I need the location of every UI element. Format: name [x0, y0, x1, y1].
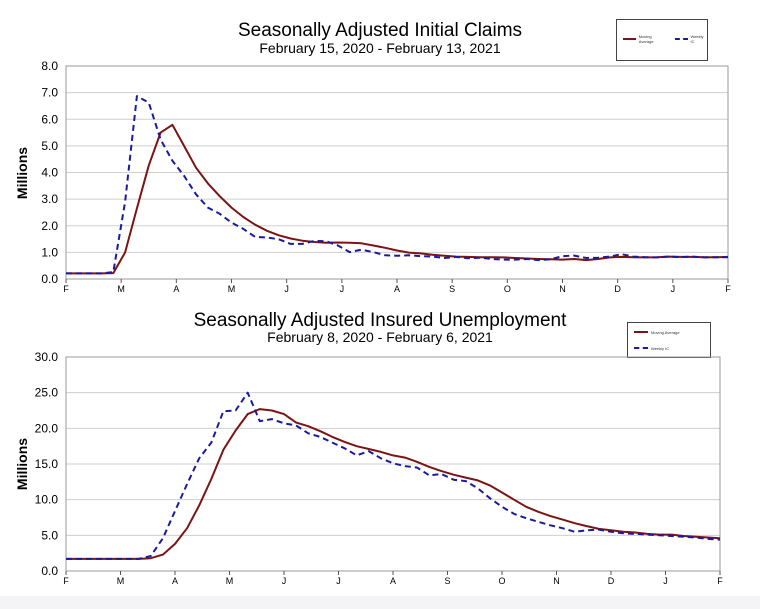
chart-2-xtick-label: F: [717, 576, 723, 586]
chart-1-ytick-label: 6.0: [41, 112, 58, 126]
chart-2-xtick-label: J: [336, 576, 341, 586]
chart-1-ytick-label: 8.0: [41, 59, 58, 73]
chart-2-xtick-label: A: [172, 576, 178, 586]
chart-2-ytick-label: 5.0: [41, 528, 58, 542]
chart-2-series-weekly: [66, 391, 721, 560]
chart-1-subtitle: February 15, 2020 - February 13, 2021: [259, 40, 501, 56]
chart-2-ytick-label: 25.0: [35, 386, 59, 400]
chart-1-ytick-label: 5.0: [41, 139, 58, 153]
chart-1-ytick-label: 0.0: [41, 272, 58, 286]
legend-2-line-moving-average: [634, 331, 648, 333]
chart-2-subtitle: February 8, 2020 - February 6, 2021: [267, 329, 493, 345]
chart-2-xtick-label: S: [444, 576, 450, 586]
chart-2-ytick-label: 0.0: [41, 564, 58, 578]
chart-1-xtick-label: O: [504, 284, 511, 294]
chart-1-xtick-label: F: [63, 284, 69, 294]
legend-1-line-moving-average: [623, 38, 636, 40]
chart-2-xtick-label: D: [608, 576, 615, 586]
legend-2-label-moving-average: Moving Average: [651, 329, 680, 335]
chart-1-series-moving-average: [66, 123, 729, 275]
chart-2-series-moving-average: [66, 408, 721, 560]
chart-1-ytick-label: 4.0: [41, 166, 58, 180]
chart-2-xtick-label: M: [226, 576, 234, 586]
chart-1-xtick-label: N: [559, 284, 566, 294]
bottom-strip: [0, 596, 760, 609]
chart-2-xtick-label: M: [117, 576, 125, 586]
chart-2-xtick-label: O: [498, 576, 505, 586]
chart-1-xtick-label: D: [614, 284, 621, 294]
chart-1-title: Seasonally Adjusted Initial Claims: [237, 20, 523, 41]
chart-1-xtick-label: M: [117, 284, 125, 294]
chart-1-xtick-label: F: [725, 284, 731, 294]
chart-1-xtick-label: A: [173, 284, 179, 294]
legend-2-line-weekly: [634, 347, 648, 349]
chart-1-xtick-label: J: [284, 284, 289, 294]
chart-1-ytick-label: 2.0: [41, 219, 58, 233]
legend-1-label-moving-average: Moving Average: [638, 34, 654, 44]
legend-1-line-weekly: [674, 38, 688, 40]
chart-2-xtick-label: J: [282, 576, 287, 586]
chart-2-ytick-label: 10.0: [35, 493, 59, 507]
chart-1-xtick-label: A: [394, 284, 400, 294]
chart-1-xtick-label: J: [340, 284, 345, 294]
chart-1-ytick-label: 3.0: [41, 192, 58, 206]
legend-1-label-weekly: Weekly IC: [690, 34, 704, 44]
chart-1-legend: Moving Average Weekly IC: [616, 19, 708, 61]
chart-1-ytick-label: 7.0: [41, 86, 58, 100]
chart-1-xtick-label: J: [671, 284, 676, 294]
chart-2-xtick-label: F: [63, 576, 69, 586]
chart-1-xtick-label: S: [449, 284, 455, 294]
chart-1-xtick-label: M: [228, 284, 236, 294]
chart-1-series-weekly: [66, 95, 728, 275]
chart-2-ytick-label: 20.0: [35, 421, 59, 435]
chart-2-ytick-label: 15.0: [35, 457, 59, 471]
chart-1-ytick-label: 1.0: [41, 245, 58, 259]
legend-2-label-weekly: Weekly IC: [651, 345, 670, 351]
chart-2-ytick-label: 30.0: [35, 350, 59, 364]
chart-1-plot: 0.0 1.0 2.0 3.0 4.0 5.0 6.0 7.0 8.0 F M A M J J A S O N D J F: [41, 59, 731, 294]
chart-2-xtick-label: A: [390, 576, 396, 586]
chart-2-xtick-label: J: [663, 576, 668, 586]
chart-2-title: Seasonally Adjusted Insured Unemployment: [193, 310, 567, 331]
chart-2-xtick-label: N: [553, 576, 560, 586]
